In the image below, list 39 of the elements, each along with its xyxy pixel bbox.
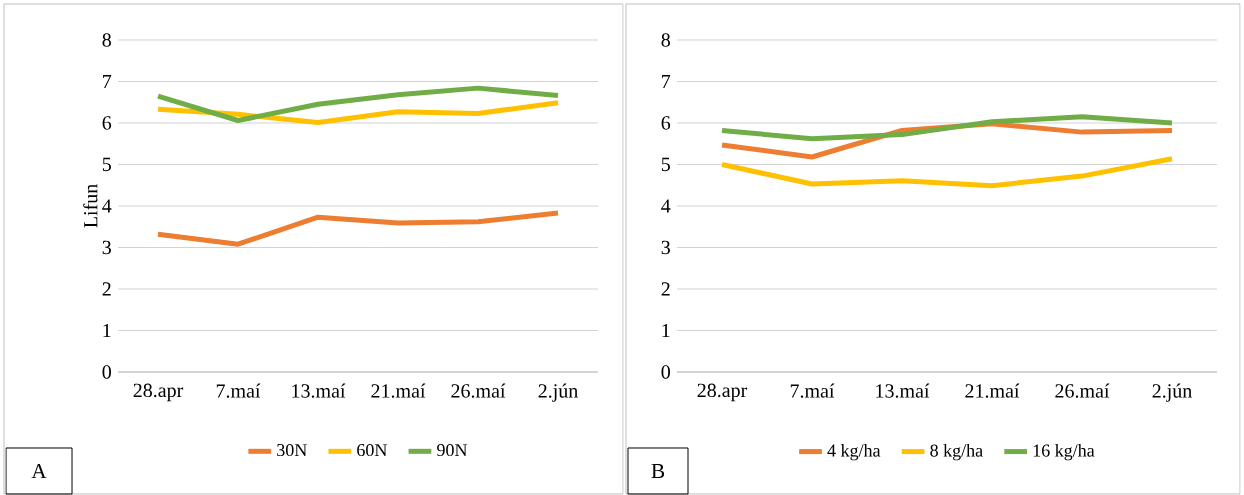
y-tick-label: 1 xyxy=(103,323,111,338)
y-tick-label: 4 xyxy=(661,199,671,213)
x-tick-label: 26.maí xyxy=(451,383,506,398)
x-tick-label: 28.apr xyxy=(133,383,184,402)
x-tick-label: 13.maí xyxy=(876,383,930,398)
x-tick-label: 7.maí xyxy=(790,383,835,398)
legend-label: 90N xyxy=(437,443,468,457)
y-tick-label: 5 xyxy=(661,157,670,172)
legend-label: 8 kg/ha xyxy=(930,443,983,461)
legend-label: 30N xyxy=(277,443,307,457)
x-tick-label: 13.maí xyxy=(292,383,346,398)
x-tick-label: 2.jún xyxy=(538,383,578,402)
text: A xyxy=(31,463,47,479)
y-tick-label: 0 xyxy=(661,365,670,379)
x-tick-label: 26.maí xyxy=(1055,383,1110,398)
y-axis-title: Lifun xyxy=(83,184,98,228)
x-tick-label: 21.maí xyxy=(965,383,1020,398)
y-tick-label: 2 xyxy=(661,282,670,296)
y-tick-label: 3 xyxy=(102,240,111,255)
x-tick-label: 7.maí xyxy=(216,383,261,398)
y-tick-label: 8 xyxy=(661,33,670,47)
x-tick-label: 21.maí xyxy=(371,383,426,398)
y-tick-label: 3 xyxy=(661,240,670,255)
y-tick-label: 6 xyxy=(102,116,112,130)
y-tick-label: 7 xyxy=(662,74,671,89)
y-tick-label: 4 xyxy=(102,199,112,213)
text: B xyxy=(651,463,665,478)
y-tick-label: 7 xyxy=(103,74,112,89)
y-tick-label: 1 xyxy=(662,323,670,338)
y-tick-label: 0 xyxy=(102,365,111,379)
x-tick-label: 2.jún xyxy=(1152,383,1192,402)
y-tick-label: 2 xyxy=(102,282,111,296)
y-tick-label: 8 xyxy=(102,33,111,47)
legend-label: 60N xyxy=(357,443,387,457)
x-tick-label: 28.apr xyxy=(697,383,748,402)
legend-label: 16 kg/ha xyxy=(1033,443,1095,461)
y-tick-label: 5 xyxy=(102,157,111,172)
legend-label: 4 kg/ha xyxy=(827,443,881,461)
y-tick-label: 6 xyxy=(661,116,671,130)
